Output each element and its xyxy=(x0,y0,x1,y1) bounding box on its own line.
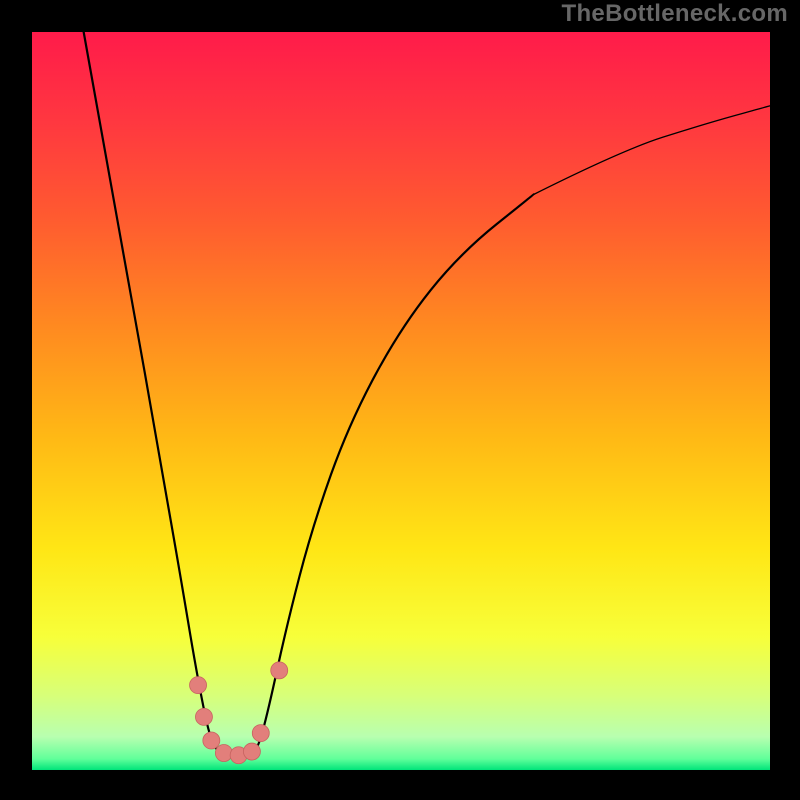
curve-marker xyxy=(195,708,212,725)
curve-marker xyxy=(271,662,288,679)
curve-marker xyxy=(215,745,232,762)
curve-marker xyxy=(252,725,269,742)
curve-marker xyxy=(190,677,207,694)
curve-markers xyxy=(190,662,288,764)
curve-path-left xyxy=(84,32,534,755)
curve-path-right-tail xyxy=(534,106,770,195)
curve-marker xyxy=(203,732,220,749)
watermark-text: TheBottleneck.com xyxy=(562,0,788,28)
bottleneck-curve xyxy=(32,32,770,770)
curve-marker xyxy=(243,743,260,760)
bottleneck-chart xyxy=(32,32,770,770)
